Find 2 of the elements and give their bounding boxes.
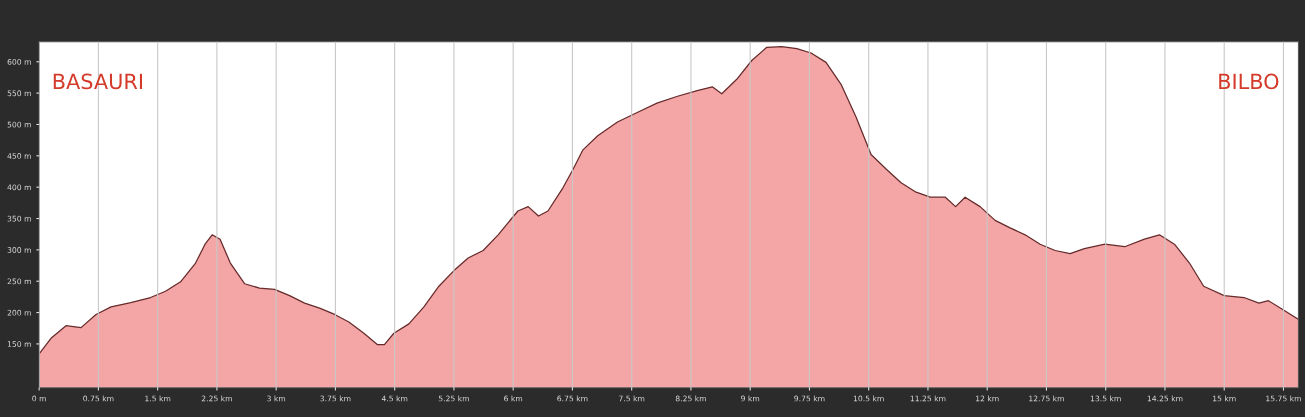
annotation: BASAURI xyxy=(53,73,142,90)
annotation: BILBO xyxy=(1219,73,1279,90)
